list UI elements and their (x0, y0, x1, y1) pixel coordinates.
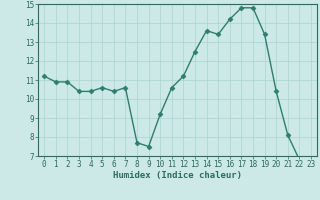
X-axis label: Humidex (Indice chaleur): Humidex (Indice chaleur) (113, 171, 242, 180)
